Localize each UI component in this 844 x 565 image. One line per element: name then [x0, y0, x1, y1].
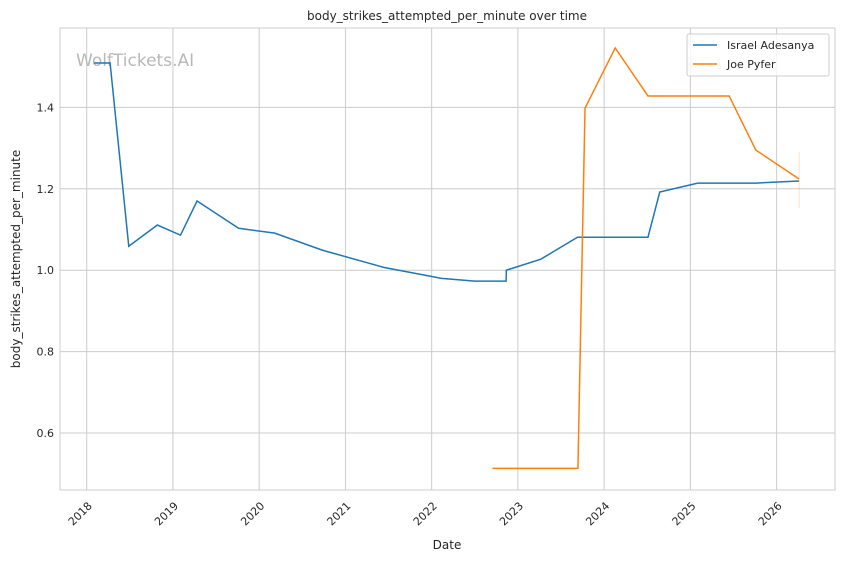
series-line-joe-pyfer — [492, 46, 800, 470]
x-tick-label: 2018 — [66, 499, 95, 528]
legend-label-israel-adesanya: Israel Adesanya — [727, 39, 814, 52]
x-tick-label: 2024 — [583, 499, 612, 528]
x-tick-label: 2020 — [238, 499, 267, 528]
x-tick-label: 2022 — [411, 499, 440, 528]
x-tick-label: 2026 — [756, 499, 785, 528]
x-tick-label: 2019 — [152, 499, 181, 528]
y-tick-label: 0.8 — [37, 346, 55, 359]
x-axis-label: Date — [433, 538, 462, 552]
y-tick-label: 1.4 — [37, 101, 55, 114]
plot-frame — [59, 27, 836, 491]
x-tick-label: 2023 — [497, 499, 526, 528]
legend: Israel Adesanya Joe Pyfer — [686, 33, 830, 77]
watermark: WolfTickets.AI — [76, 51, 194, 71]
y-tick-label: 1.0 — [37, 264, 55, 277]
chart-title: body_strikes_attempted_per_minute over t… — [307, 9, 587, 23]
legend-label-joe-pyfer: Joe Pyfer — [726, 58, 776, 71]
y-tick-label: 1.2 — [37, 183, 55, 196]
x-tick-label: 2025 — [670, 499, 699, 528]
y-axis-label: body_strikes_attempted_per_minute — [9, 150, 23, 368]
y-tick-label: 0.6 — [37, 427, 55, 440]
x-tick-label: 2021 — [325, 499, 354, 528]
series-line-israel-adesanya — [94, 62, 800, 282]
